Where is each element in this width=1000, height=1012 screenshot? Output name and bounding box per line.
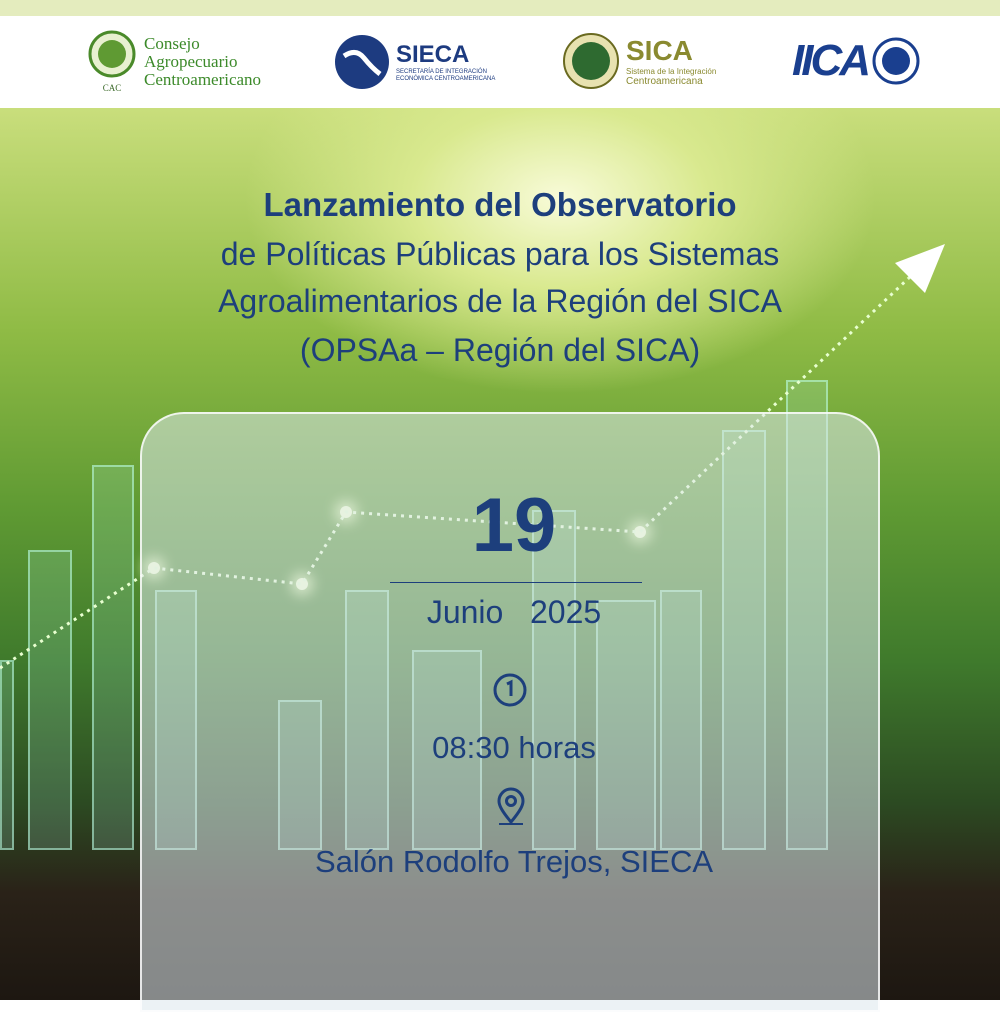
location-pin-icon — [497, 787, 525, 825]
event-year: 2025 — [529, 594, 602, 630]
sica-emblem-icon — [563, 33, 619, 89]
iica-logo: IICA — [792, 36, 920, 86]
cac-logo: CAC Consejo Agropecuario Centroamericano — [88, 30, 261, 93]
event-day: 19 — [471, 483, 557, 568]
event-time: 08:30 horas — [432, 730, 596, 765]
event-details-card — [140, 412, 880, 1012]
sieca-logo: SIECA SECRETARÍA DE INTEGRACIÓN ECONÓMIC… — [334, 34, 495, 90]
sica-logo: SICA Sistema de la Integración Centroame… — [562, 32, 716, 90]
chart-bar-decoration — [28, 550, 72, 850]
top-strip — [0, 0, 1000, 16]
event-place: Salón Rodolfo Trejos, SIECA — [314, 844, 714, 879]
chart-bar-decoration — [0, 660, 14, 850]
cac-emblem-icon — [88, 30, 136, 78]
chart-bar-decoration — [92, 465, 134, 850]
divider — [390, 582, 642, 583]
logo-bar — [0, 16, 1000, 108]
title-line-1: Lanzamiento del Observatorio — [263, 186, 737, 223]
title-line-2: de Políticas Públicas para los Sistemas — [220, 236, 780, 272]
clock-icon — [493, 673, 527, 707]
sieca-map-icon — [335, 35, 389, 89]
title-line-3: Agroalimentarios de la Región del SICA — [218, 283, 782, 319]
iica-globe-icon — [872, 37, 920, 85]
event-month: Junio — [426, 594, 504, 630]
title-line-4: (OPSAa – Región del SICA) — [299, 332, 701, 368]
event-month-year: Junio 2025 — [14, 594, 1000, 631]
